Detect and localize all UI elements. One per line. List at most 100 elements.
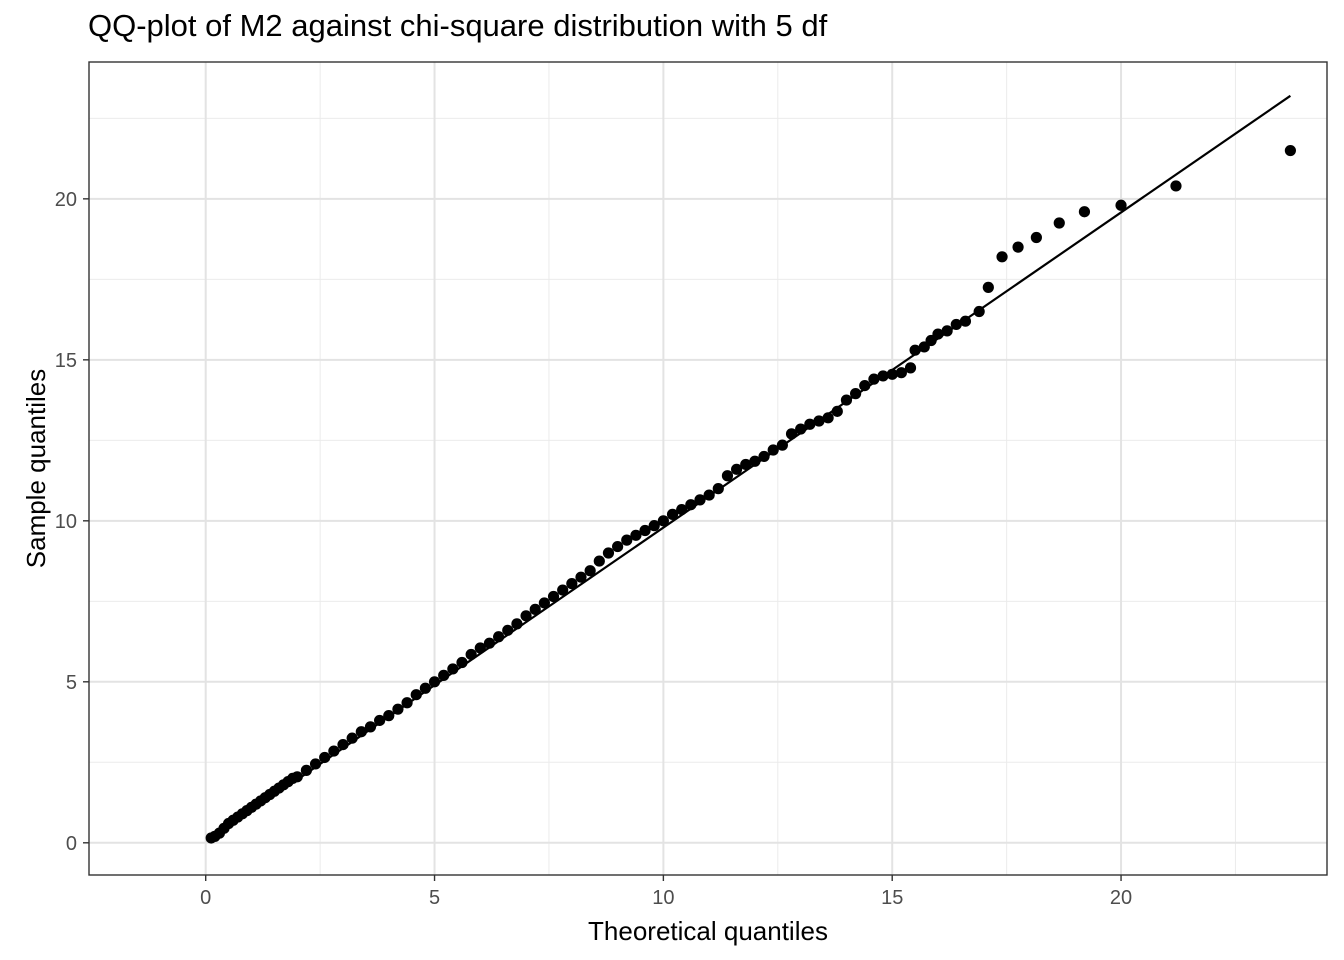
data-point	[483, 637, 496, 649]
y-tick-label: 10	[55, 511, 77, 533]
data-point	[703, 489, 715, 501]
x-tick-label: 15	[881, 887, 903, 909]
data-point	[520, 610, 532, 622]
data-point	[309, 758, 322, 770]
data-point	[355, 726, 367, 738]
data-point	[831, 405, 843, 417]
data-point	[401, 697, 413, 709]
data-point	[648, 520, 660, 532]
data-point	[731, 463, 743, 475]
x-tick-label: 0	[200, 887, 211, 909]
x-tick-label: 5	[429, 887, 440, 909]
data-point	[740, 458, 752, 471]
data-point	[1115, 199, 1127, 211]
y-axis-title: Sample quantiles	[21, 369, 51, 568]
data-point	[291, 771, 303, 783]
data-point	[749, 455, 761, 467]
data-point	[840, 394, 853, 406]
data-point	[877, 370, 889, 382]
data-point	[502, 624, 514, 636]
data-point	[795, 423, 807, 435]
data-point	[474, 642, 486, 654]
data-point	[996, 251, 1008, 263]
data-point	[895, 367, 907, 379]
data-point	[419, 682, 431, 694]
data-point	[849, 388, 862, 400]
data-point	[758, 450, 770, 463]
data-point	[694, 494, 706, 506]
data-point	[584, 565, 596, 577]
data-point	[612, 540, 624, 553]
data-point	[886, 368, 898, 380]
data-point	[1284, 144, 1296, 157]
y-tick-label: 0	[66, 833, 77, 855]
data-point	[529, 603, 541, 615]
data-point	[776, 439, 788, 451]
data-point	[383, 710, 395, 722]
x-axis-title: Theoretical quantiles	[588, 916, 828, 946]
data-point	[813, 415, 825, 427]
panel-border	[88, 61, 1328, 876]
data-point	[557, 584, 569, 596]
data-point	[721, 470, 734, 482]
data-point	[712, 483, 724, 495]
data-point	[1012, 241, 1024, 253]
data-point	[932, 328, 944, 340]
data-point	[767, 444, 779, 456]
data-point	[982, 281, 994, 293]
data-point	[657, 515, 669, 527]
data-point	[909, 344, 921, 356]
data-point	[676, 503, 688, 516]
y-axis-ticks: 0 5 10 15 20	[55, 189, 89, 855]
data-point	[575, 571, 587, 583]
data-point	[547, 590, 560, 603]
data-point	[868, 373, 880, 385]
data-point	[685, 499, 697, 511]
data-point	[566, 578, 578, 590]
minor-gridlines	[89, 62, 1327, 875]
data-point	[822, 412, 834, 424]
data-point	[666, 508, 679, 520]
data-point	[428, 676, 441, 688]
data-point	[630, 529, 642, 541]
y-tick-label: 15	[55, 350, 77, 372]
data-point	[859, 379, 871, 392]
data-point	[300, 764, 312, 776]
data-point	[639, 524, 651, 537]
data-point	[1030, 231, 1042, 244]
data-point	[319, 751, 331, 764]
data-point	[465, 648, 477, 661]
data-point	[337, 738, 349, 751]
data-point	[785, 428, 798, 440]
data-point	[538, 597, 550, 609]
data-point	[346, 732, 358, 744]
chart-title: QQ-plot of M2 against chi-square distrib…	[88, 8, 828, 43]
data-points	[205, 144, 1296, 844]
data-point	[621, 534, 633, 546]
y-tick-label: 5	[66, 672, 77, 694]
data-point	[1170, 180, 1182, 192]
data-point	[1053, 217, 1065, 229]
data-point	[973, 305, 985, 318]
data-point	[374, 714, 386, 727]
x-axis-ticks: 0 5 10 15 20	[200, 875, 1132, 909]
data-point	[456, 656, 468, 669]
data-point	[1078, 206, 1091, 218]
data-point	[392, 703, 404, 715]
data-point	[438, 669, 450, 681]
data-point	[410, 689, 422, 701]
data-point	[447, 663, 459, 675]
x-tick-label: 20	[1110, 887, 1132, 909]
data-point	[804, 418, 816, 430]
data-point	[328, 745, 340, 757]
data-point	[950, 318, 962, 331]
data-point	[941, 325, 953, 337]
data-point	[593, 555, 605, 567]
data-point	[511, 618, 523, 630]
y-tick-label: 20	[55, 189, 77, 211]
data-point	[904, 362, 917, 374]
data-point	[493, 631, 505, 643]
data-point	[602, 547, 615, 559]
major-gridlines	[89, 62, 1327, 875]
